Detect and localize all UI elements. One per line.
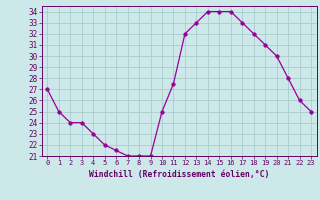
X-axis label: Windchill (Refroidissement éolien,°C): Windchill (Refroidissement éolien,°C) — [89, 170, 269, 179]
